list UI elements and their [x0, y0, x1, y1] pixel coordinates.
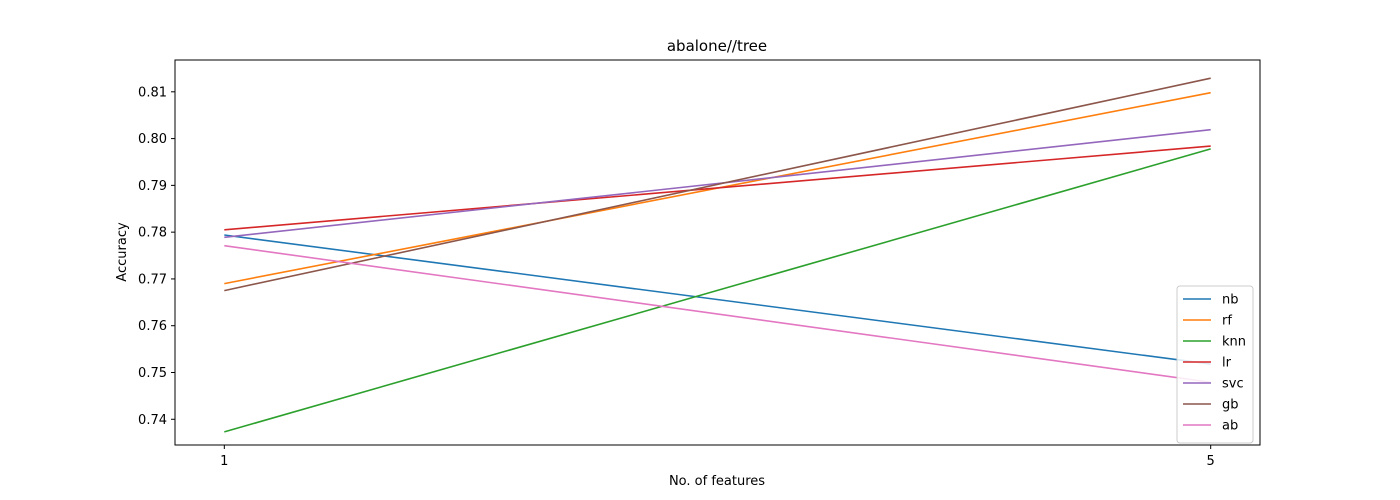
legend-label-knn: knn	[1222, 335, 1246, 350]
x-tick-label: 5	[1207, 454, 1215, 469]
legend-label-nb: nb	[1222, 293, 1239, 308]
y-axis-label: Accuracy	[115, 222, 130, 282]
y-tick-label: 0.78	[138, 226, 167, 241]
y-tick-label: 0.75	[138, 366, 167, 381]
legend-label-lr: lr	[1222, 356, 1232, 371]
x-tick-label: 1	[220, 454, 228, 469]
legend-label-rf: rf	[1222, 314, 1232, 329]
y-tick-label: 0.74	[138, 413, 167, 428]
chart-title: abalone//tree	[667, 37, 767, 55]
series-line-svc	[224, 128, 1211, 239]
legend-frame	[1176, 285, 1254, 444]
series-layer	[224, 77, 1211, 433]
series-line-nb	[224, 234, 1211, 365]
series-line-lr	[224, 145, 1211, 231]
y-axis: 0.74 0.75 0.76 0.77 0.78 0.79 0.80 0.81	[138, 85, 175, 428]
y-tick-label: 0.81	[138, 85, 167, 100]
legend-label-gb: gb	[1222, 398, 1239, 413]
series-line-gb	[224, 77, 1211, 292]
legend: nb rf knn lr svc gb ab	[1176, 285, 1254, 444]
y-tick-label: 0.80	[138, 132, 167, 147]
plot-area	[174, 59, 1261, 446]
legend-label-ab: ab	[1222, 419, 1238, 434]
series-line-knn	[224, 148, 1211, 433]
y-tick-label: 0.77	[138, 272, 167, 287]
legend-label-svc: svc	[1222, 377, 1244, 392]
series-line-ab	[224, 244, 1211, 384]
y-tick-label: 0.79	[138, 179, 167, 194]
y-tick-label: 0.76	[138, 319, 167, 334]
x-axis-label: No. of features	[669, 474, 765, 489]
